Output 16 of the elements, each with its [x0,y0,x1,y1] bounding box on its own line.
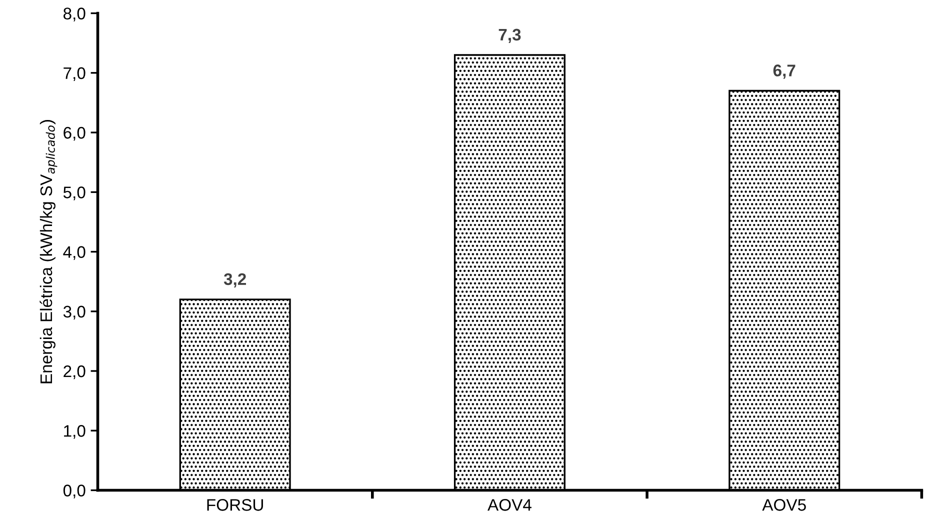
y-tick-label: 1,0 [64,425,86,439]
x-tick-label: FORSU [207,499,263,511]
data-label: 6,7 [773,64,796,79]
y-tick-label: 4,0 [63,246,86,260]
y-axis-title: Energia Elétrica (kWh/kg SV$_{aplicado}$) [40,120,58,384]
y-tick-label: 7,0 [64,67,86,82]
y-tick-label: 3,0 [63,306,86,320]
y-tick-label: 2,0 [64,365,86,380]
data-label: 7,3 [498,28,521,43]
y-tick-label: 6,0 [64,126,86,141]
y-tick-label: 5,0 [63,186,86,200]
data-label: 3,2 [224,273,246,288]
y-tick-label: 8,0 [64,8,86,22]
x-tick-label: AOV4 [488,499,532,511]
x-tick-label: AOV5 [762,499,806,511]
y-tick-label: 0,0 [63,484,86,498]
